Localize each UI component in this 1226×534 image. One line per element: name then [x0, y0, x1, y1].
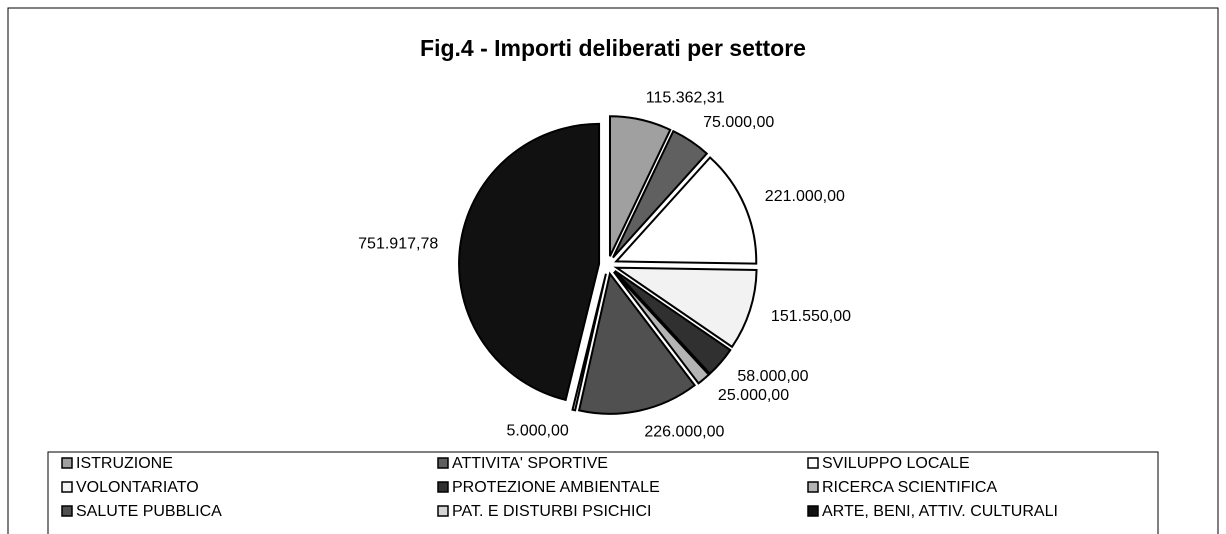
legend-swatch [807, 481, 819, 493]
legend-swatch [61, 505, 73, 517]
data-label: 115.362,31 [646, 89, 725, 106]
legend-label: VOLONTARIATO [76, 479, 199, 496]
legend-frame [47, 451, 1159, 534]
data-label: 751.917,78 [358, 236, 438, 253]
pie-slice [608, 115, 672, 257]
data-label: 226.000,00 [644, 423, 724, 440]
legend-label: ARTE, BENI, ATTIV. CULTURALI [822, 503, 1058, 520]
legend-label: RICERCA SCIENTIFICA [822, 479, 997, 496]
legend-swatch [61, 481, 73, 493]
chart-title: Fig.4 - Importi deliberati per settore [420, 35, 806, 61]
data-label: 151.550,00 [771, 308, 851, 325]
legend-label: SALUTE PUBBLICA [76, 503, 222, 520]
data-label: 221.000,00 [765, 188, 845, 205]
legend-swatch [61, 457, 73, 469]
data-label: 5.000,00 [506, 423, 568, 440]
legend-label: ATTIVITA' SPORTIVE [452, 455, 608, 472]
chart-frame [7, 7, 1219, 534]
legend-label: PAT. E DISTURBI PSICHICI [452, 503, 651, 520]
legend-swatch [437, 505, 449, 517]
pie-slice [458, 122, 601, 402]
pie-slice [577, 271, 697, 415]
pie-slice [613, 266, 758, 349]
legend-label: PROTEZIONE AMBIENTALE [452, 479, 660, 496]
data-label: 25.000,00 [718, 387, 789, 404]
legend-swatch [807, 457, 819, 469]
legend-swatch [437, 481, 449, 493]
legend-swatch [807, 505, 819, 517]
legend-label: ISTRUZIONE [76, 455, 173, 472]
legend-label: SVILUPPO LOCALE [822, 455, 970, 472]
pie-slice [571, 273, 607, 412]
pie-slice [614, 270, 732, 376]
pie-slice [612, 129, 709, 259]
data-label: 58.000,00 [737, 368, 808, 385]
pie-slice [614, 156, 758, 265]
pie-slice [612, 271, 711, 385]
legend-swatch [437, 457, 449, 469]
data-label: 75.000,00 [703, 114, 774, 131]
